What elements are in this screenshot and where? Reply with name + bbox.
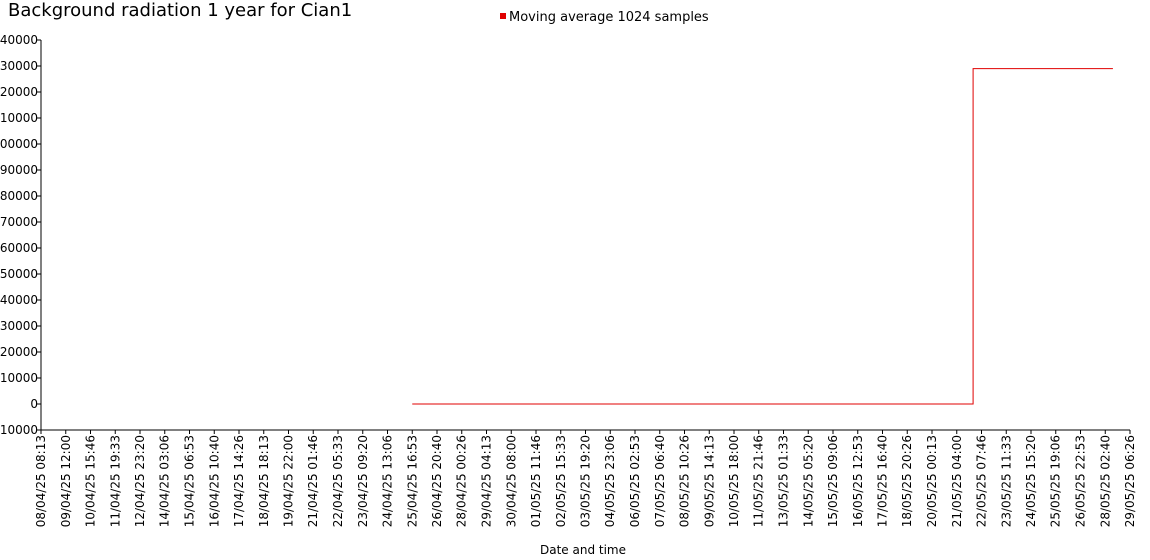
legend-swatch	[500, 13, 506, 19]
x-tick-label: 10/05/25 18:00	[727, 435, 741, 527]
x-tick-label: 06/05/25 02:53	[628, 435, 642, 527]
x-tick-label: 11/05/25 21:46	[752, 435, 766, 527]
x-tick-label: 25/05/25 19:06	[1049, 435, 1063, 527]
x-tick-label: 13/05/25 01:33	[777, 435, 791, 527]
x-tick-label: 02/05/25 15:33	[554, 435, 568, 527]
x-tick-label: 24/04/25 13:06	[380, 435, 394, 527]
x-tick-label: 12/04/25 23:20	[133, 435, 147, 527]
x-tick-label: 28/04/25 00:26	[455, 435, 469, 527]
x-tick-label: 16/04/25 10:40	[207, 435, 221, 527]
x-tick-label: 14/05/25 05:20	[801, 435, 815, 527]
x-tick-label: 17/04/25 14:26	[232, 435, 246, 527]
y-tick-label: 110000	[0, 111, 38, 125]
y-tick-label: 140000	[0, 33, 38, 47]
x-tick-label: 08/04/25 08:13	[34, 435, 48, 527]
x-tick-label: 22/05/25 07:46	[974, 435, 988, 527]
x-tick-label: 21/04/25 01:46	[306, 435, 320, 527]
x-tick-label: 21/05/25 04:00	[950, 435, 964, 527]
x-tick-label: 18/05/25 20:26	[900, 435, 914, 527]
x-tick-label: 07/05/25 06:40	[653, 435, 667, 527]
y-tick-label: 70000	[0, 215, 38, 229]
y-tick-label: 90000	[0, 163, 38, 177]
x-tick-label: 26/04/25 20:40	[430, 435, 444, 527]
x-tick-label: 16/05/25 12:53	[851, 435, 865, 527]
y-tick-label: 20000	[0, 345, 38, 359]
y-tick-label: 0	[30, 397, 38, 411]
x-tick-label: 19/04/25 22:00	[282, 435, 296, 527]
y-tick-label: 50000	[0, 267, 38, 281]
y-tick-label: 130000	[0, 59, 38, 73]
legend-label: Moving average 1024 samples	[509, 10, 709, 25]
x-tick-label: 04/05/25 23:06	[603, 435, 617, 527]
x-tick-label: 22/04/25 05:33	[331, 435, 345, 527]
x-tick-label: 09/05/25 14:13	[702, 435, 716, 527]
x-tick-label: 26/05/25 22:53	[1074, 435, 1088, 527]
y-tick-label: 120000	[0, 85, 38, 99]
x-tick-label: 01/05/25 11:46	[529, 435, 543, 527]
x-tick-label: 03/05/25 19:20	[579, 435, 593, 527]
x-tick-label: 25/04/25 16:53	[405, 435, 419, 527]
y-tick-label: 30000	[0, 319, 38, 333]
x-tick-label: 29/05/25 06:26	[1123, 435, 1137, 527]
x-tick-label: 14/04/25 03:06	[158, 435, 172, 527]
y-tick-label: 80000	[0, 189, 38, 203]
x-tick-label: 09/04/25 12:00	[59, 435, 73, 527]
x-tick-label: 24/05/25 15:20	[1024, 435, 1038, 527]
x-tick-label: 10/04/25 15:46	[83, 435, 97, 527]
x-tick-label: 30/04/25 08:00	[504, 435, 518, 527]
y-tick-label: 10000	[0, 371, 38, 385]
x-tick-label: 15/04/25 06:53	[183, 435, 197, 527]
line	[412, 68, 1113, 405]
x-tick-label: 23/05/25 11:33	[999, 435, 1013, 527]
y-tick-label: 60000	[0, 241, 38, 255]
y-tick-label: 40000	[0, 293, 38, 307]
x-tick-label: 28/05/25 02:40	[1098, 435, 1112, 527]
chart-title: Background radiation 1 year for Cian1	[8, 0, 352, 21]
x-tick-label: 15/05/25 09:06	[826, 435, 840, 527]
x-tick-label: 23/04/25 09:20	[356, 435, 370, 527]
x-tick-label: 29/04/25 04:13	[480, 435, 494, 527]
y-tick-label: -10000	[0, 423, 38, 437]
x-tick-label: 17/05/25 16:40	[876, 435, 890, 527]
x-tick-label: 18/04/25 18:13	[257, 435, 271, 527]
x-tick-label: 20/05/25 00:13	[925, 435, 939, 527]
x-tick-label: 11/04/25 19:33	[108, 435, 122, 527]
x-tick-label: 08/05/25 10:26	[677, 435, 691, 527]
x-axis-label: Date and time	[540, 543, 626, 557]
